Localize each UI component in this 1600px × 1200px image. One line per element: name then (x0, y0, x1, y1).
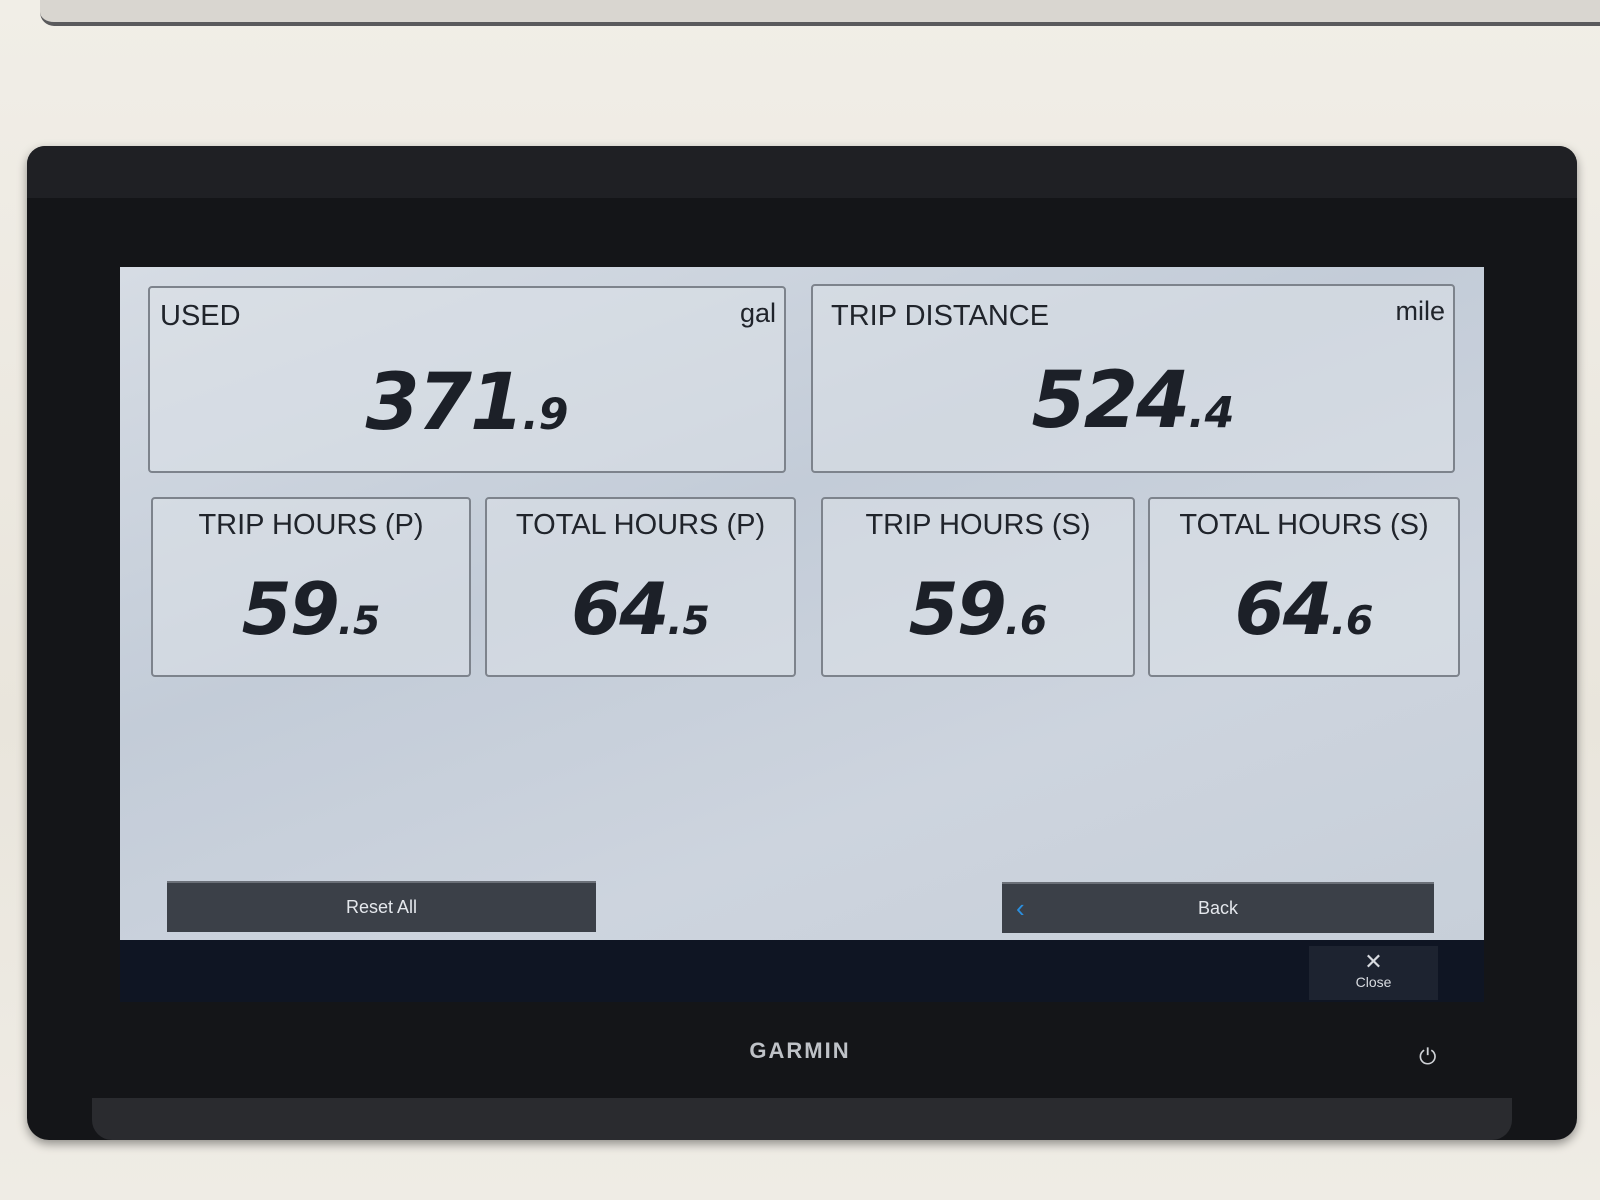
back-button[interactable]: ‹ Back (1002, 882, 1434, 933)
gauge-label: TOTAL HOURS (P) (515, 509, 766, 541)
gauge-value: 59.6 (908, 567, 1048, 651)
gauge-label: TOTAL HOURS (S) (1179, 509, 1429, 541)
gauge-value: 64.5 (571, 567, 710, 651)
back-label: Back (1197, 898, 1239, 918)
close-button[interactable]: ✕ Close (1309, 946, 1438, 1000)
power-icon[interactable]: ⏻ (1419, 1044, 1437, 1069)
gauge-used[interactable]: USED gal 371.9 (148, 286, 786, 473)
gauge-trip-hours-starboard[interactable]: TRIP HOURS (S) 59.6 (821, 497, 1135, 677)
gauge-label: TRIP HOURS (P) (198, 509, 424, 541)
chevron-left-icon: ‹ (1016, 893, 1025, 923)
gauge-trip-distance[interactable]: TRIP DISTANCE mile 524.4 (811, 284, 1455, 473)
gauge-value: 371.9 (365, 358, 569, 448)
gauge-unit: gal (739, 298, 776, 328)
reset-all-button[interactable]: Reset All (167, 881, 596, 932)
gauge-total-hours-port[interactable]: TOTAL HOURS (P) 64.5 (485, 497, 796, 677)
garmin-logo: GARMIN (749, 1038, 851, 1063)
console-edge (40, 0, 1600, 26)
gauge-label: USED (160, 300, 241, 332)
bezel-top (27, 146, 1577, 198)
gauge-value: 524.4 (1031, 356, 1235, 446)
gauge-label: TRIP HOURS (S) (865, 509, 1091, 541)
gauge-value: 59.5 (241, 567, 381, 651)
bottom-bar (120, 940, 1484, 1002)
gauge-unit: mile (1395, 296, 1445, 326)
gauge-trip-hours-port[interactable]: TRIP HOURS (P) 59.5 (151, 497, 471, 677)
gauge-value: 64.6 (1234, 567, 1374, 651)
reset-all-label: Reset All (345, 897, 418, 917)
gauge-label: TRIP DISTANCE (831, 300, 1050, 332)
gauge-total-hours-starboard[interactable]: TOTAL HOURS (S) 64.6 (1148, 497, 1460, 677)
close-icon: ✕ (1364, 949, 1383, 974)
close-label: Close (1355, 974, 1392, 990)
bezel-bottom (92, 1098, 1512, 1140)
screen: USED gal 371.9 TRIP DISTANCE mile 524.4 … (120, 267, 1484, 940)
